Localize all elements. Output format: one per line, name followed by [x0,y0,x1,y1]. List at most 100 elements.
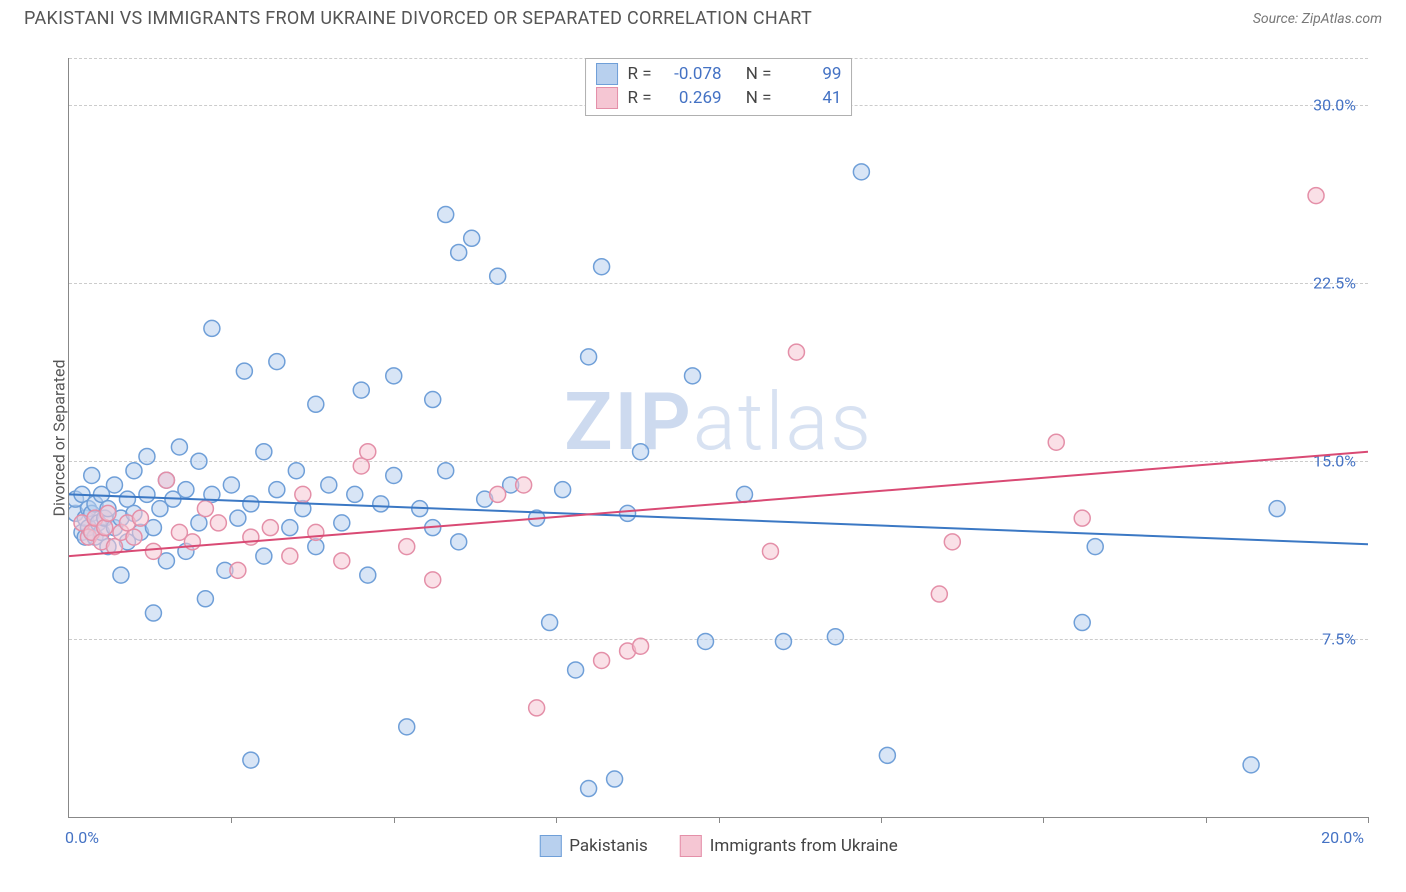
data-point [464,230,480,246]
data-point [373,496,389,512]
r-value-2: 0.269 [662,88,722,108]
data-point [879,747,895,763]
x-tick [556,817,557,823]
n-label: N = [746,88,772,108]
data-point [581,781,597,797]
data-point [171,439,187,455]
data-point [236,363,252,379]
data-point [827,629,843,645]
bottom-legend: Pakistanis Immigrants from Ukraine [539,835,897,857]
data-point [210,515,226,531]
data-point [620,505,636,521]
data-point [84,467,100,483]
data-point [1074,510,1090,526]
data-point [126,529,142,545]
data-point [633,444,649,460]
data-point [542,615,558,631]
legend-item-pakistanis: Pakistanis [539,835,648,857]
chart-container: ZIPatlas Divorced or Separated 7.5%15.0%… [24,44,1382,834]
data-point [1074,615,1090,631]
data-point [353,382,369,398]
data-point [360,444,376,460]
x-tick [1368,817,1369,823]
data-point [1269,501,1285,517]
data-point [775,633,791,649]
data-point [139,486,155,502]
data-point [516,477,532,493]
data-point [386,368,402,384]
data-point [282,520,298,536]
data-point [100,505,116,521]
n-value-1: 99 [781,64,841,84]
x-tick [231,817,232,823]
data-point [581,349,597,365]
data-point [334,515,350,531]
data-point [386,467,402,483]
plot-area: ZIPatlas Divorced or Separated 7.5%15.0%… [68,58,1368,818]
x-origin-label: 0.0% [65,828,99,847]
data-point [347,486,363,502]
data-point [451,534,467,550]
data-point [269,482,285,498]
data-point [204,320,220,336]
legend-label: Pakistanis [569,836,648,856]
data-point [178,482,194,498]
trend-line [69,452,1368,556]
data-point [295,486,311,502]
data-point [698,633,714,649]
data-point [106,477,122,493]
data-point [399,719,415,735]
data-point [308,396,324,412]
correlation-legend: R = -0.078 N = 99 R = 0.269 N = 41 [585,58,853,116]
data-point [191,453,207,469]
data-point [256,548,272,564]
data-point [230,562,246,578]
data-point [308,524,324,540]
legend-swatch-ukraine [680,835,702,857]
x-tick [719,817,720,823]
data-point [256,444,272,460]
data-point [788,344,804,360]
data-point [490,268,506,284]
r-value-1: -0.078 [662,64,722,84]
data-point [139,448,155,464]
scatter-svg [69,58,1368,817]
data-point [607,771,623,787]
correlation-row-1: R = -0.078 N = 99 [596,63,842,85]
swatch-ukraine [596,87,618,109]
data-point [145,543,161,559]
x-tick [881,817,882,823]
x-tick [1043,817,1044,823]
data-point [594,259,610,275]
data-point [197,591,213,607]
x-max-label: 20.0% [1321,828,1364,847]
data-point [490,486,506,502]
data-point [529,700,545,716]
r-label: R = [628,64,652,84]
data-point [1308,188,1324,204]
data-point [262,520,278,536]
data-point [451,244,467,260]
data-point [288,463,304,479]
n-value-2: 41 [781,88,841,108]
data-point [555,482,571,498]
chart-title: PAKISTANI VS IMMIGRANTS FROM UKRAINE DIV… [24,8,812,29]
data-point [736,486,752,502]
data-point [931,586,947,602]
data-point [132,510,148,526]
data-point [438,207,454,223]
legend-swatch-pakistanis [539,835,561,857]
data-point [425,392,441,408]
data-point [113,567,129,583]
data-point [685,368,701,384]
source-label: Source: ZipAtlas.com [1253,11,1382,27]
data-point [568,662,584,678]
data-point [633,638,649,654]
trend-line [69,494,1368,544]
data-point [438,463,454,479]
r-label: R = [628,88,652,108]
y-axis-label: Divorced or Separated [50,359,69,516]
data-point [1087,539,1103,555]
data-point [97,520,113,536]
data-point [243,496,259,512]
